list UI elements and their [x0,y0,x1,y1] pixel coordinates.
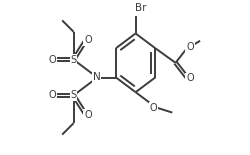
Text: O: O [84,35,92,45]
Text: O: O [186,73,194,83]
Text: O: O [48,55,56,64]
Text: S: S [70,55,77,64]
Text: O: O [84,110,92,120]
Text: O: O [48,91,56,100]
Text: S: S [70,91,77,100]
Text: Br: Br [135,3,146,13]
Text: O: O [150,103,157,113]
Text: O: O [186,42,194,52]
Text: N: N [92,73,100,82]
